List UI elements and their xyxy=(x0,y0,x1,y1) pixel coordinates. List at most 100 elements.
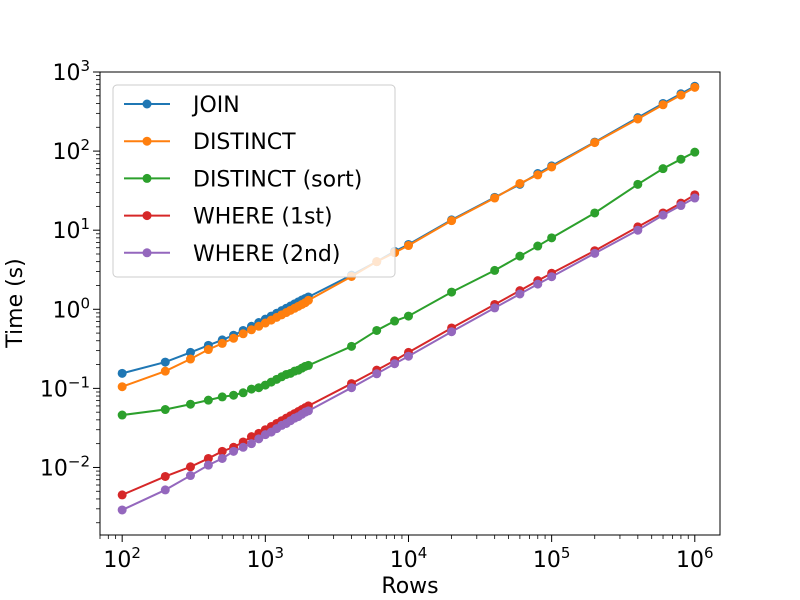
data-point xyxy=(185,354,195,364)
data-point xyxy=(447,327,457,337)
data-point xyxy=(633,225,643,235)
data-point xyxy=(347,383,357,393)
data-point xyxy=(229,446,239,456)
data-point xyxy=(217,338,227,348)
data-point xyxy=(658,100,668,110)
y-tick-label: 103 xyxy=(52,57,90,86)
data-point xyxy=(633,179,643,189)
data-point xyxy=(690,147,700,157)
data-point xyxy=(372,325,382,335)
legend-entry: DISTINCT (sort) xyxy=(124,167,362,192)
data-point xyxy=(238,329,248,339)
data-point xyxy=(117,505,127,515)
data-point xyxy=(303,406,313,416)
data-point xyxy=(160,357,170,367)
data-point xyxy=(515,178,525,188)
data-point xyxy=(238,442,248,452)
y-tick-label: 100 xyxy=(52,294,90,323)
data-point xyxy=(403,241,413,251)
data-point xyxy=(533,241,543,251)
data-point xyxy=(490,193,500,203)
data-point xyxy=(117,410,127,420)
data-point xyxy=(229,390,239,400)
legend-swatch-marker xyxy=(142,248,152,258)
data-point xyxy=(633,114,643,124)
series-layer xyxy=(117,81,700,515)
data-point xyxy=(203,460,213,470)
data-point xyxy=(229,333,239,343)
data-point xyxy=(217,453,227,463)
y-axis-label: Time (s) xyxy=(3,258,28,348)
data-point xyxy=(690,193,700,203)
legend: JOIN DISTINCT DISTINCT (sort) WHERE (1st) WH… xyxy=(112,84,396,278)
plot-frame xyxy=(99,71,721,536)
data-point xyxy=(238,388,248,398)
data-point xyxy=(117,382,127,392)
data-point xyxy=(676,201,686,211)
data-point xyxy=(117,490,127,500)
data-point xyxy=(185,399,195,409)
data-point xyxy=(117,368,127,378)
data-point xyxy=(490,303,500,313)
legend-label: DISTINCT (sort) xyxy=(193,167,362,192)
x-tick-label: 104 xyxy=(390,544,428,573)
data-point xyxy=(203,395,213,405)
data-point xyxy=(203,453,213,463)
legend-label: DISTINCT xyxy=(193,130,296,155)
data-point xyxy=(217,446,227,456)
data-point xyxy=(185,462,195,472)
data-point xyxy=(372,369,382,379)
data-point xyxy=(515,251,525,261)
data-point xyxy=(160,471,170,481)
data-point xyxy=(246,439,256,449)
data-point xyxy=(533,170,543,180)
ticks-layer: 102 103 104 105 106 10−2 10−1 100 101 102 103 xyxy=(40,57,714,573)
x-axis-label: Rows xyxy=(381,574,438,599)
legend-label: WHERE (1st) xyxy=(193,205,333,230)
data-point xyxy=(533,279,543,289)
data-point xyxy=(347,341,357,351)
data-point xyxy=(303,360,313,370)
y-tick-label: 101 xyxy=(52,215,90,244)
data-point xyxy=(254,434,264,444)
x-tick-label: 106 xyxy=(676,544,714,573)
legend-entry: DISTINCT xyxy=(124,130,296,155)
data-point xyxy=(547,233,557,243)
data-point xyxy=(160,366,170,376)
data-point xyxy=(403,351,413,361)
legend-swatch-marker xyxy=(142,136,152,146)
legend-frame xyxy=(112,84,396,278)
y-tick-label: 10−1 xyxy=(40,373,90,402)
x-tick-label: 103 xyxy=(247,544,285,573)
legend-swatch-marker xyxy=(142,173,152,183)
data-point xyxy=(658,210,668,220)
data-point xyxy=(217,392,227,402)
data-point xyxy=(303,295,313,305)
data-point xyxy=(246,432,256,442)
y-tick-label: 102 xyxy=(52,136,90,165)
y-tick-label: 10−2 xyxy=(40,452,90,481)
data-point xyxy=(547,162,557,172)
data-point xyxy=(676,154,686,164)
data-point xyxy=(390,316,400,326)
data-point xyxy=(185,347,195,357)
data-point xyxy=(390,359,400,369)
data-point xyxy=(246,325,256,335)
data-point xyxy=(447,287,457,297)
data-point xyxy=(658,164,668,174)
legend-entry: WHERE (1st) xyxy=(124,205,333,230)
data-point xyxy=(690,82,700,92)
x-tick-label: 105 xyxy=(533,544,571,573)
data-point xyxy=(490,265,500,275)
x-tick-label: 102 xyxy=(103,544,141,573)
data-point xyxy=(403,311,413,321)
data-point xyxy=(676,90,686,100)
data-point xyxy=(547,272,557,282)
data-point xyxy=(160,405,170,415)
data-point xyxy=(590,138,600,148)
legend-swatch-marker xyxy=(142,211,152,221)
data-point xyxy=(590,248,600,258)
legend-label: JOIN xyxy=(191,93,240,118)
data-point xyxy=(185,471,195,481)
legend-swatch-marker xyxy=(142,99,152,109)
